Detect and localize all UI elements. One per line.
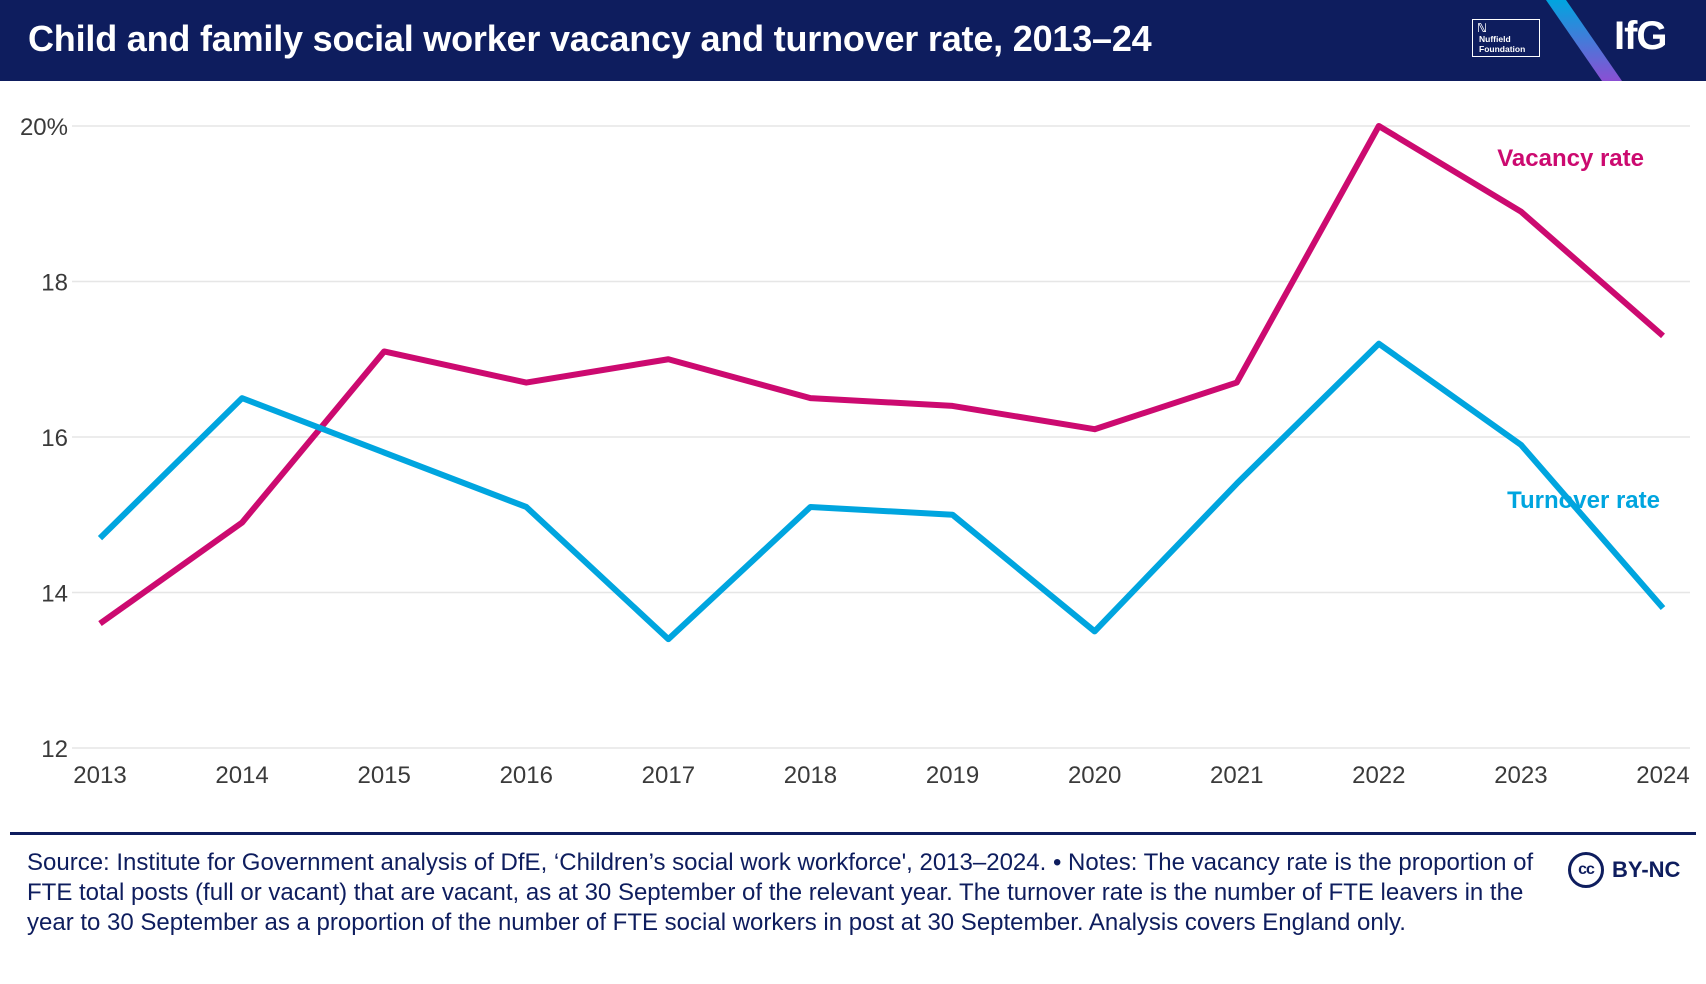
- license-label: BY-NC: [1612, 857, 1681, 882]
- x-tick-label-2023: 2023: [1494, 762, 1547, 789]
- y-tick-label-12: 12: [41, 736, 68, 763]
- y-tick-label-18: 18: [41, 270, 68, 297]
- x-tick-label-2017: 2017: [642, 762, 695, 789]
- series-lines: [97, 123, 1666, 643]
- x-axis: 2013 2014 2015 2016 2017 2018 2019 2020 2021 2022…: [73, 762, 1689, 789]
- y-tick-label-20: 20%: [20, 114, 68, 141]
- ifg-stripe-shape: [1546, 0, 1622, 81]
- creative-commons-icon: cc: [1568, 852, 1604, 888]
- line-chart: 12 14 16 18 20% 2013 2014 2015 2016 2017 2018 2019…: [20, 114, 1690, 789]
- ifg-stripe-graphic: [1546, 0, 1622, 81]
- y-tick-label-14: 14: [41, 581, 68, 608]
- turnover-rate-line: [97, 340, 1666, 643]
- x-tick-label-2020: 2020: [1068, 762, 1121, 789]
- header-bar: Child and family social worker vacancy a…: [0, 0, 1706, 81]
- turnover-rate-label: Turnover rate: [1507, 487, 1660, 514]
- y-axis: 12 14 16 18 20%: [20, 114, 68, 763]
- x-tick-label-2019: 2019: [926, 762, 979, 789]
- x-tick-label-2016: 2016: [500, 762, 553, 789]
- gridlines: [72, 125, 1690, 749]
- vacancy-rate-label: Vacancy rate: [1497, 145, 1644, 172]
- x-tick-label-2024: 2024: [1636, 762, 1689, 789]
- x-tick-label-2018: 2018: [784, 762, 837, 789]
- source-notes: Source: Institute for Government analysi…: [27, 849, 1534, 936]
- footer-divider: [10, 832, 1696, 835]
- series-labels: Vacancy rate Turnover rate: [1497, 145, 1660, 514]
- x-tick-label-2013: 2013: [73, 762, 126, 789]
- vacancy-rate-line: [98, 123, 1665, 627]
- nuffield-logo-mark: ℕ: [1477, 21, 1488, 35]
- x-tick-label-2014: 2014: [215, 762, 268, 789]
- x-tick-label-2022: 2022: [1352, 762, 1405, 789]
- x-tick-label-2015: 2015: [357, 762, 410, 789]
- nuffield-logo-text: Nuffield Foundation: [1479, 34, 1526, 54]
- y-tick-label-16: 16: [41, 425, 68, 452]
- x-tick-label-2021: 2021: [1210, 762, 1263, 789]
- ifg-logo: IfG: [1614, 14, 1668, 58]
- chart-title: Child and family social worker vacancy a…: [28, 18, 1152, 59]
- license-badge: cc BY-NC: [1568, 852, 1680, 888]
- nuffield-foundation-logo: ℕ Nuffield Foundation: [1472, 19, 1540, 57]
